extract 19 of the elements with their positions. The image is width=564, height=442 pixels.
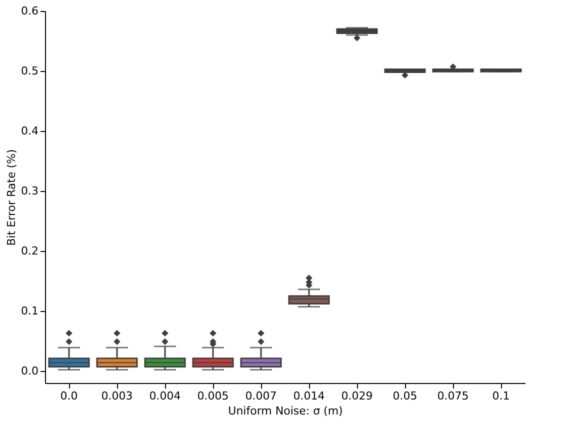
x-tick-label: 0.014: [293, 390, 325, 402]
x-tick-label: 0.05: [392, 390, 418, 402]
y-axis-title: Bit Error Rate (%): [5, 149, 18, 246]
x-tick-label: 0.075: [437, 390, 469, 402]
y-tick-label: 0.3: [21, 184, 38, 198]
y-tick-label: 0.6: [21, 4, 38, 18]
x-tick-label: 0.0: [60, 390, 78, 402]
y-tick-label: 0.0: [21, 364, 38, 378]
y-tick-label: 0.4: [21, 124, 38, 138]
x-tick-label: 0.004: [149, 390, 181, 402]
y-tick-label: 0.2: [21, 244, 38, 258]
x-tick-label: 0.1: [492, 390, 510, 402]
y-tick-label: 0.1: [21, 304, 38, 318]
x-axis-title: Uniform Noise: σ (m): [228, 404, 343, 418]
x-tick-label: 0.003: [101, 390, 133, 402]
y-tick-label: 0.5: [21, 64, 38, 78]
x-tick-label: 0.005: [197, 390, 229, 402]
x-tick-label: 0.029: [341, 390, 373, 402]
x-tick-label: 0.007: [245, 390, 277, 402]
